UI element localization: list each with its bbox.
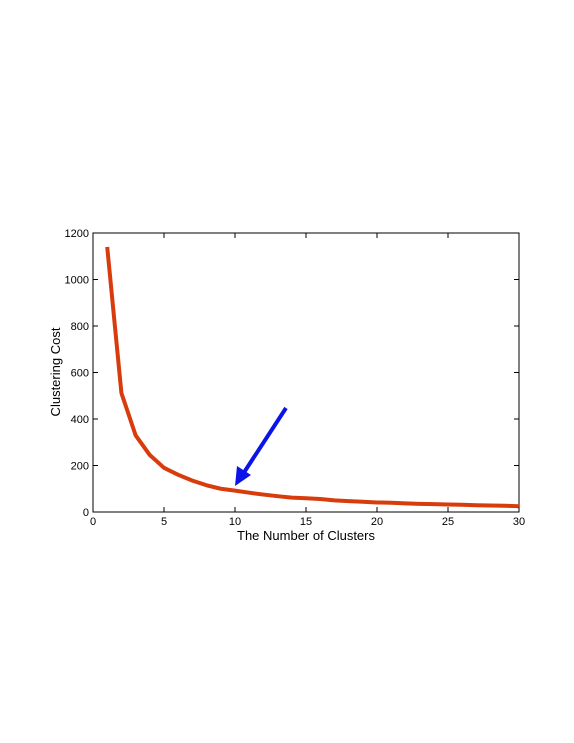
y-tick-label: 800 xyxy=(71,321,89,333)
arrow-head xyxy=(235,466,251,486)
y-tick-label: 0 xyxy=(83,507,89,519)
x-tick-label: 15 xyxy=(300,516,312,528)
x-tick-label: 25 xyxy=(442,516,454,528)
x-tick-label: 10 xyxy=(229,516,241,528)
plot-area xyxy=(105,246,520,509)
arrow-annotation xyxy=(235,406,288,486)
x-axis-label: The Number of Clusters xyxy=(237,528,375,543)
x-tick-label: 5 xyxy=(161,516,167,528)
x-tick-label: 0 xyxy=(90,516,96,528)
arrow-shaft xyxy=(241,406,288,476)
x-tick-label: 30 xyxy=(513,516,525,528)
data-line xyxy=(105,246,520,509)
x-tick-label: 20 xyxy=(371,516,383,528)
y-tick-label: 600 xyxy=(71,368,89,380)
axes-box xyxy=(92,232,520,513)
y-tick-label: 400 xyxy=(71,414,89,426)
y-tick-label: 1000 xyxy=(65,275,89,287)
y-tick-label: 200 xyxy=(71,461,89,473)
y-tick-label: 1200 xyxy=(65,228,89,240)
y-axis-label: Clustering Cost xyxy=(48,327,63,416)
